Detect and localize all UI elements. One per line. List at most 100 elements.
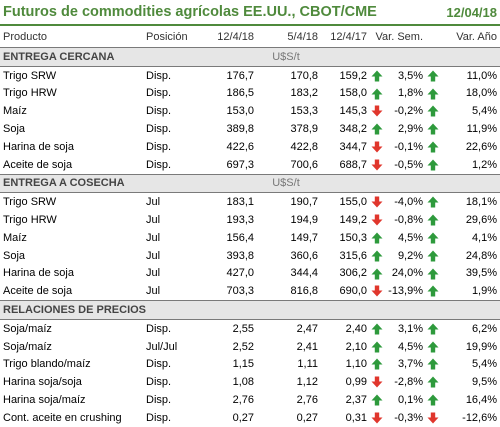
arrow-up-icon	[427, 268, 439, 279]
table-header: Producto Posición 12/4/18 5/4/18 12/4/17…	[0, 26, 500, 48]
yearly-trend	[423, 282, 443, 300]
section-spacer	[318, 47, 500, 67]
arrow-up-icon	[371, 250, 383, 262]
product-name: Harina soja/maíz	[3, 394, 86, 407]
weekly-change: -0,5%	[394, 158, 424, 171]
position: Disp.	[146, 358, 172, 371]
weekly-trend	[367, 373, 387, 391]
price-12-4-18: 2,55	[232, 322, 254, 335]
weekly-trend	[367, 265, 387, 283]
price-12-4-18: 2,76	[232, 394, 254, 407]
price-12-4-18: 389,8	[226, 123, 254, 136]
yearly-trend	[423, 265, 443, 283]
product-name: Harina soja/soja	[3, 376, 82, 389]
weekly-trend	[367, 319, 387, 337]
weekly-change: 4,5%	[397, 231, 424, 244]
weekly-change: 3,5%	[397, 69, 424, 82]
arrow-up-icon	[371, 123, 383, 135]
table-row: Trigo SRW Disp. 176,7 170,8 159,2 3,5% 11,0%	[0, 66, 500, 84]
weekly-trend	[367, 66, 387, 84]
weekly-change: -0,8%	[394, 214, 424, 227]
arrow-up-icon	[427, 285, 439, 297]
section-name: RELACIONES DE PRECIOS	[0, 300, 254, 320]
weekly-change: -13,9%	[388, 285, 424, 298]
table-row: Cont. aceite en crushing Disp. 0,27 0,27 0,3…	[0, 409, 500, 427]
section-header: RELACIONES DE PRECIOS	[0, 300, 500, 320]
yearly-change: 18,0%	[465, 87, 498, 100]
yearly-trend	[423, 338, 443, 356]
product-name: Aceite de soja	[3, 158, 73, 171]
weekly-change: -0,3%	[394, 411, 424, 424]
yearly-change: 19,9%	[465, 340, 498, 353]
arrow-down-icon	[371, 159, 383, 171]
position: Jul	[146, 231, 161, 244]
price-5-4-18: 2,41	[296, 340, 318, 353]
position: Disp.	[146, 123, 172, 136]
position: Jul	[146, 196, 161, 209]
title-bar: Futuros de commodities agrícolas EE.UU.,…	[0, 0, 500, 26]
table-row: Maíz Jul 156,4 149,7 150,3 4,5% 4,1%	[0, 229, 500, 247]
yearly-change: 11,9%	[466, 123, 498, 136]
arrow-down-icon	[371, 196, 383, 208]
yearly-change: 5,4%	[471, 105, 498, 118]
price-12-4-18: 1,08	[232, 376, 254, 389]
price-5-4-18: 378,9	[290, 123, 318, 136]
arrow-up-icon	[427, 141, 439, 153]
arrow-up-icon	[427, 250, 439, 262]
price-5-4-18: 194,9	[290, 214, 318, 227]
price-12-4-17: 158,0	[339, 87, 367, 100]
yearly-change: 22,6%	[465, 140, 498, 153]
price-12-4-17: 315,6	[339, 249, 367, 262]
price-12-4-17: 0,31	[345, 411, 367, 424]
report-title: Futuros de commodities agrícolas EE.UU.,…	[3, 4, 377, 20]
price-12-4-17: 688,7	[339, 158, 367, 171]
table-row: Harina soja/maíz Disp. 2,76 2,76 2,37 0,1% 16,…	[0, 391, 500, 409]
section-spacer	[318, 300, 500, 320]
yearly-trend	[423, 247, 443, 265]
weekly-trend	[367, 193, 387, 211]
yearly-trend	[423, 193, 443, 211]
weekly-change: -4,0%	[394, 196, 424, 209]
price-12-4-18: 703,3	[226, 285, 254, 298]
yearly-trend	[423, 120, 443, 138]
weekly-trend	[367, 338, 387, 356]
arrow-up-icon	[371, 341, 383, 353]
product-name: Soja	[3, 249, 26, 262]
arrow-up-icon	[427, 323, 439, 335]
table-row: Harina soja/soja Disp. 1,08 1,12 0,99 -2,8% 9,…	[0, 373, 500, 391]
price-5-4-18: 2,76	[296, 394, 318, 407]
section-name: ENTREGA A COSECHA	[0, 173, 254, 194]
yearly-trend	[423, 138, 443, 156]
header-producto: Producto	[0, 26, 146, 48]
price-12-4-18: 176,7	[226, 69, 254, 82]
header-12-4-17: 12/4/17	[318, 26, 367, 48]
price-5-4-18: 190,7	[290, 196, 318, 209]
arrow-up-icon	[427, 376, 439, 388]
yearly-change: 11,0%	[466, 69, 498, 82]
position: Jul	[146, 249, 161, 262]
arrow-up-icon	[371, 232, 383, 244]
price-12-4-17: 690,0	[339, 285, 367, 298]
table-row: Maíz Disp. 153,0 153,3 145,3 -0,2% 5,4%	[0, 102, 500, 120]
price-12-4-18: 183,1	[226, 196, 254, 209]
product-name: Maíz	[3, 105, 27, 118]
weekly-change: 3,1%	[397, 322, 424, 335]
section-unit	[254, 300, 318, 320]
arrow-up-icon	[427, 196, 439, 208]
weekly-change: -0,2%	[394, 105, 424, 118]
product-name: Trigo HRW	[3, 87, 57, 100]
price-12-4-17: 348,2	[339, 123, 367, 136]
weekly-change: 4,5%	[397, 340, 424, 353]
yearly-trend	[423, 85, 443, 103]
price-12-4-18: 427,0	[226, 267, 254, 280]
arrow-up-icon	[427, 88, 439, 100]
position: Disp.	[146, 87, 172, 100]
weekly-trend	[367, 138, 387, 156]
yearly-trend	[423, 356, 443, 374]
yearly-trend	[423, 156, 443, 174]
yearly-trend	[423, 373, 443, 391]
product-name: Trigo blando/maíz	[3, 358, 91, 371]
price-12-4-18: 422,6	[226, 140, 254, 153]
weekly-change: -2,8%	[394, 376, 424, 389]
arrow-up-icon	[371, 268, 383, 279]
